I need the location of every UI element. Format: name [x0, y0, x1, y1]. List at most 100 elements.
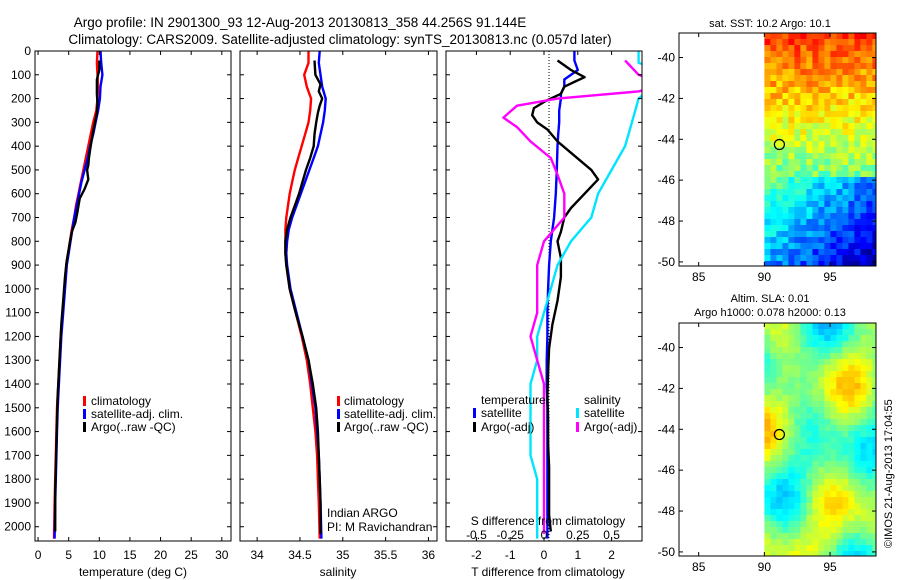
salinity-xtick-label: 35 — [336, 548, 350, 562]
difference-xtick-label: 1 — [574, 548, 581, 562]
difference-legend: temperature salinity satellite Argo(-adj… — [473, 393, 637, 434]
temperature-ytick-label: 100 — [11, 68, 31, 82]
difference-line-t-argo — [531, 59, 600, 532]
difference-legend-t-argo-swatch — [473, 422, 476, 432]
sst-map-ytick-label: -42 — [658, 91, 676, 105]
difference-s-tick-label: 0 — [541, 528, 548, 542]
temperature-ytick-label: 1500 — [4, 401, 31, 415]
salinity-xtick-label: 34 — [250, 548, 264, 562]
temperature-ytick-label: 2000 — [4, 520, 31, 534]
salinity-legend-argo-swatch — [337, 422, 340, 432]
temperature-ytick-label: 1400 — [4, 377, 31, 391]
temperature-axes-frame — [34, 50, 232, 542]
difference-legend-t-satellite: satellite — [481, 406, 522, 420]
temperature-ytick-label: 700 — [11, 211, 31, 225]
temperature-legend-climatology-swatch — [83, 396, 86, 406]
difference-line-s-argo — [502, 59, 642, 534]
sla-map-title-line2: Argo h1000: 0.078 h2000: 0.13 — [694, 307, 846, 319]
sst-map-ytick-label: -50 — [658, 255, 676, 269]
salinity-xtick-label: 35.5 — [374, 548, 398, 562]
salinity-legend-satellite: satellite-adj. clim. — [344, 407, 436, 421]
sst-map-panel: sat. SST: 10.2 Argo: 10.1 85 90 95 -40 -42 -4… — [658, 18, 877, 284]
sla-map-ytick-label: -40 — [658, 341, 676, 355]
temperature-ytick-label: 500 — [11, 163, 31, 177]
sst-map-frame — [678, 32, 877, 267]
temperature-legend-satellite: satellite-adj. clim. — [91, 407, 183, 421]
difference-xlabel-top: S difference from climatology — [471, 514, 626, 528]
sla-map-ytick-label: -42 — [658, 381, 676, 395]
salinity-legend: climatology satellite-adj. clim. Argo(..… — [337, 394, 436, 434]
salinity-axes-frame — [239, 50, 438, 542]
temperature-xtick-label: 5 — [65, 548, 72, 562]
salinity-line-climatology — [284, 51, 321, 539]
sst-argo-position-marker — [773, 138, 786, 151]
difference-legend-s-satellite: satellite — [584, 406, 625, 420]
temperature-ytick-label: 1100 — [5, 306, 31, 320]
sla-map-xtick-label: 95 — [823, 560, 837, 574]
temperature-ytick-label: 1800 — [4, 472, 31, 486]
temperature-legend-satellite-swatch — [83, 409, 86, 419]
figure-title-line2: Climatology: CARS2009. Satellite-adjuste… — [68, 32, 611, 47]
temperature-panel: 0100200300400500600700800900100011001200… — [4, 44, 232, 579]
salinity-annotation-line1: Indian ARGO — [327, 506, 398, 520]
sst-map-title: sat. SST: 10.2 Argo: 10.1 — [709, 18, 831, 30]
temperature-ytick-label: 400 — [11, 139, 31, 153]
temperature-legend: climatology satellite-adj. clim. Argo(..… — [83, 394, 183, 434]
sst-map-ytick-label: -40 — [658, 51, 676, 65]
temperature-ytick-label: 200 — [11, 92, 31, 106]
sla-map-frame — [678, 322, 877, 557]
salinity-xtick-label: 36 — [422, 548, 436, 562]
sst-map-xtick-label: 95 — [823, 270, 837, 284]
temperature-xtick-label: 10 — [93, 548, 107, 562]
salinity-xtick-label: 34.5 — [288, 548, 312, 562]
temperature-legend-argo-swatch — [83, 422, 86, 432]
salinity-annotation-line2: PI: M Ravichandran — [327, 520, 432, 534]
temperature-ytick-label: 900 — [11, 258, 31, 272]
temperature-legend-argo: Argo(..raw -QC) — [91, 420, 176, 434]
difference-legend-title-salinity: salinity — [584, 393, 621, 407]
temperature-ytick-label: 300 — [11, 115, 31, 129]
salinity-line-argo — [284, 60, 324, 534]
temperature-legend-climatology: climatology — [91, 394, 151, 408]
difference-legend-s-argo-swatch — [576, 422, 579, 432]
salinity-legend-satellite-swatch — [337, 409, 340, 419]
temperature-ytick-label: 1600 — [4, 425, 31, 439]
temperature-ytick-label: 1700 — [4, 448, 31, 462]
sla-map-panel: Altim. SLA: 0.01 Argo h1000: 0.078 h2000… — [658, 293, 877, 574]
temperature-ytick-label: 0 — [24, 44, 31, 58]
temperature-xlabel: temperature (deg C) — [79, 565, 187, 579]
salinity-panel: 34 34.5 35 35.5 36 salinity climatology sate… — [239, 50, 438, 579]
difference-panel: -2 -1 0 1 2 -0.5 -0.25 0 0.25 0.5 T difference fr… — [445, 50, 643, 579]
difference-xtick-label: -2 — [471, 548, 482, 562]
temperature-line-climatology — [52, 51, 100, 539]
sla-map-xtick-label: 90 — [758, 560, 772, 574]
sla-map-ytick-label: -44 — [658, 422, 676, 436]
difference-xtick-label: 2 — [608, 548, 615, 562]
difference-legend-s-argo: Argo(-adj) — [584, 420, 637, 434]
sla-map-ytick-label: -46 — [658, 463, 676, 477]
difference-legend-t-satellite-swatch — [473, 408, 476, 418]
sst-map-ytick-label: -44 — [658, 132, 676, 146]
sla-map-xtick-label: 85 — [692, 560, 706, 574]
temperature-xtick-label: 30 — [215, 548, 229, 562]
temperature-ytick-label: 1300 — [4, 353, 31, 367]
difference-s-tick-label: 0.25 — [566, 528, 590, 542]
salinity-xlabel: salinity — [320, 565, 357, 579]
imos-watermark: ©IMOS 21-Aug-2013 17:04:55 — [883, 399, 895, 548]
sst-map-ytick-label: -46 — [658, 173, 676, 187]
figure-title-line1: Argo profile: IN 2901300_93 12-Aug-2013 … — [74, 15, 527, 30]
temperature-xtick-label: 25 — [185, 548, 199, 562]
temperature-xtick-label: 15 — [123, 548, 137, 562]
sla-map-ytick-label: -48 — [658, 504, 676, 518]
temperature-ytick-label: 1000 — [4, 282, 31, 296]
temperature-ytick-label: 1900 — [4, 496, 31, 510]
difference-line-t-satellite — [545, 51, 579, 539]
salinity-legend-climatology: climatology — [344, 394, 404, 408]
difference-legend-s-satellite-swatch — [576, 408, 579, 418]
temperature-ytick-label: 600 — [11, 187, 31, 201]
sla-argo-position-marker — [773, 428, 786, 441]
sla-map-ytick-label: -50 — [658, 545, 676, 559]
difference-legend-t-argo: Argo(-adj) — [481, 420, 534, 434]
difference-line-s-satellite — [529, 51, 642, 539]
